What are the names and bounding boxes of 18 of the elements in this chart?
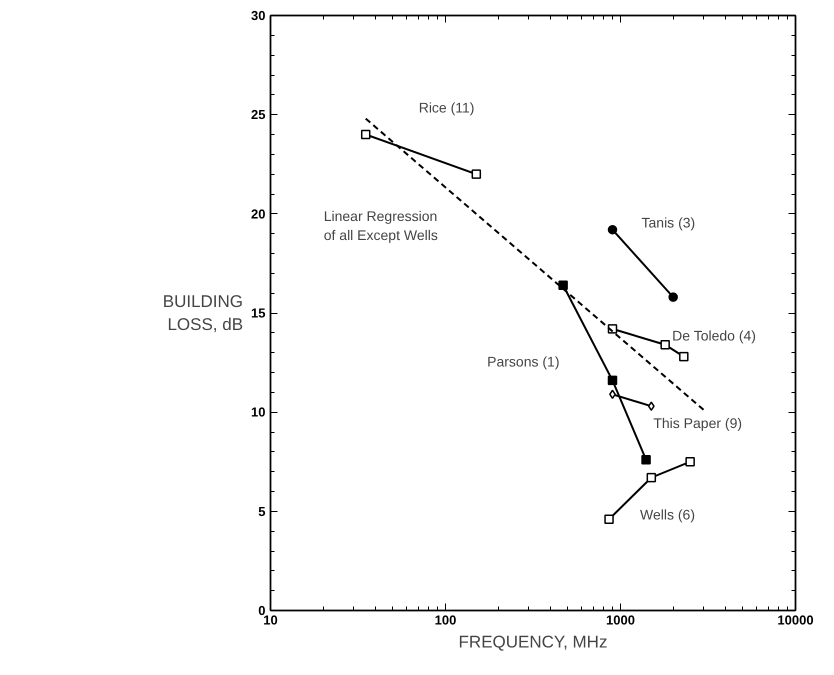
y-tick-label: 20: [251, 206, 266, 222]
text: Parsons (1): [487, 353, 560, 370]
series-label: This Paper (9): [653, 415, 742, 432]
y-tick-label: 10: [251, 404, 266, 420]
y-tick-label: 5: [258, 504, 266, 519]
series-label: De Toledo (4): [672, 328, 756, 344]
series-label: Linear Regression of all Except Wells: [324, 208, 438, 244]
series-label: Wells (6): [640, 506, 696, 522]
y-axis-title: BUILDING LOSS, dB: [162, 292, 244, 334]
x-tick-label: 10000: [777, 612, 814, 628]
y-tick-label: 25: [251, 107, 266, 122]
x-tick-label: 1000: [606, 612, 635, 628]
text: Rice (11): [418, 100, 474, 116]
x-tick-label: 100: [434, 612, 456, 628]
y-tick-label: 15: [251, 306, 266, 320]
x-axis-title: FREQUENCY, MHz: [458, 632, 608, 652]
series-label: Tanis (3): [641, 214, 696, 231]
y-tick-label: 30: [251, 8, 266, 23]
